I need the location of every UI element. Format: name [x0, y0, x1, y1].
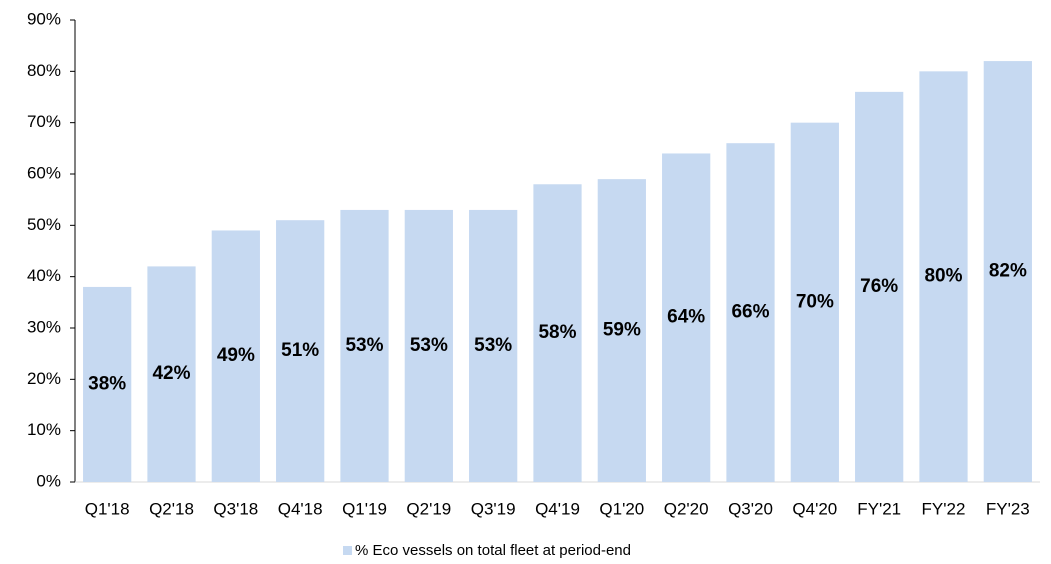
- y-tick-label: 50%: [27, 215, 61, 234]
- bar: [404, 209, 453, 482]
- x-tick-label: Q2'18: [149, 499, 194, 518]
- bar: [790, 122, 839, 483]
- data-label: 59%: [603, 320, 641, 341]
- x-tick-label: FY'22: [922, 499, 966, 518]
- data-label: 76%: [860, 276, 898, 297]
- x-tick-label: Q4'18: [278, 499, 323, 518]
- y-tick-label: 20%: [27, 369, 61, 388]
- bar: [83, 286, 132, 482]
- y-tick-label: 60%: [27, 163, 61, 182]
- data-label: 70%: [796, 291, 834, 312]
- bar: [276, 220, 325, 482]
- data-label: 82%: [989, 261, 1027, 282]
- x-tick-label: Q1'18: [85, 499, 130, 518]
- x-tick-label: FY'23: [986, 499, 1030, 518]
- x-tick-label: Q1'19: [342, 499, 387, 518]
- bar: [469, 209, 518, 482]
- data-label: 64%: [667, 307, 705, 328]
- x-tick-label: Q3'20: [728, 499, 773, 518]
- x-tick-label: Q1'20: [599, 499, 644, 518]
- bar: [147, 266, 196, 482]
- y-tick-label: 0%: [36, 471, 61, 490]
- x-tick-label: Q3'18: [213, 499, 258, 518]
- x-tick-label: Q4'19: [535, 499, 580, 518]
- x-tick-label: Q2'19: [406, 499, 451, 518]
- x-tick-label: FY'21: [857, 499, 901, 518]
- bar: [340, 209, 389, 482]
- bar: [533, 184, 582, 482]
- bar: [662, 153, 711, 482]
- bar: [919, 71, 968, 482]
- x-tick-label: Q3'19: [471, 499, 516, 518]
- y-tick-label: 70%: [27, 112, 61, 131]
- data-label: 66%: [731, 302, 769, 323]
- data-label: 51%: [281, 340, 319, 361]
- y-tick-label: 30%: [27, 317, 61, 336]
- y-tick-label: 10%: [27, 420, 61, 439]
- y-tick-label: 80%: [27, 61, 61, 80]
- bar: [855, 91, 904, 482]
- y-tick-label: 40%: [27, 266, 61, 285]
- legend-label: % Eco vessels on total fleet at period-e…: [355, 542, 631, 559]
- data-label: 53%: [410, 335, 448, 356]
- bar: [983, 61, 1032, 483]
- data-label: 38%: [88, 373, 126, 394]
- bar: [726, 143, 775, 482]
- data-label: 53%: [474, 335, 512, 356]
- data-label: 80%: [924, 266, 962, 287]
- data-label: 49%: [217, 345, 255, 366]
- data-label: 58%: [538, 322, 576, 343]
- bar: [597, 179, 646, 482]
- data-label: 42%: [152, 363, 190, 384]
- y-tick-label: 90%: [27, 9, 61, 28]
- x-tick-label: Q2'20: [664, 499, 709, 518]
- x-tick-label: Q4'20: [792, 499, 837, 518]
- data-label: 53%: [345, 335, 383, 356]
- bar: [211, 230, 260, 482]
- legend-swatch: [343, 546, 352, 555]
